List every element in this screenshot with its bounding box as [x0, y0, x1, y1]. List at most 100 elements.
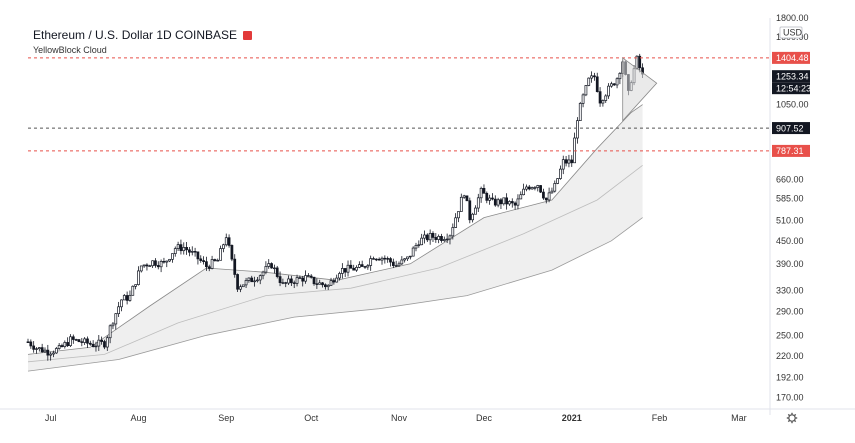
- candle: [258, 274, 262, 285]
- candle: [590, 71, 593, 83]
- candle: [366, 264, 370, 270]
- candle: [292, 280, 296, 289]
- candle: [179, 239, 183, 255]
- candle: [159, 259, 163, 273]
- level-label-0: 1404.48: [772, 51, 810, 64]
- candle: [168, 258, 171, 263]
- candle: [417, 240, 421, 248]
- candle: [32, 341, 36, 353]
- candle: [210, 255, 214, 270]
- price-tick-label: 450.00: [776, 236, 804, 246]
- candle: [598, 87, 602, 107]
- candle: [193, 247, 197, 257]
- currency-box[interactable]: USD: [779, 26, 803, 39]
- horizontal-lines: [28, 57, 772, 152]
- time-axis[interactable]: Jul Aug Sep Oct Nov Dec 2021 Feb Mar: [0, 408, 855, 424]
- candle: [329, 277, 333, 286]
- candle: [108, 324, 112, 344]
- candle: [542, 188, 545, 200]
- gear-icon[interactable]: [786, 412, 798, 424]
- candle: [125, 291, 129, 305]
- time-tick-label: Aug: [130, 413, 146, 423]
- candle: [224, 233, 228, 247]
- candle: [638, 53, 642, 73]
- level-label-1: 907.52: [772, 122, 810, 135]
- candle: [139, 265, 143, 273]
- candle: [448, 234, 452, 245]
- current-price-label: 1253.34: [772, 70, 810, 83]
- candle: [66, 337, 70, 347]
- price-tick-label: 510.00: [776, 216, 804, 226]
- candle: [275, 265, 279, 279]
- candle: [287, 275, 290, 285]
- candle: [312, 276, 316, 286]
- candle: [604, 94, 608, 103]
- candle: [270, 262, 273, 269]
- candle: [338, 271, 341, 281]
- exchange-badge-icon: [243, 31, 253, 40]
- candle: [162, 257, 166, 264]
- price-tick-label: 585.00: [776, 194, 804, 204]
- candle: [307, 273, 310, 277]
- candle: [120, 299, 123, 312]
- candle: [281, 278, 285, 285]
- price-tick-label: 1050.00: [776, 100, 809, 110]
- candle: [343, 268, 347, 277]
- candle: [505, 193, 508, 210]
- price-tick-label: 220.00: [776, 351, 804, 361]
- candle: [437, 234, 441, 244]
- candle: [550, 187, 554, 194]
- candle: [595, 72, 599, 93]
- indicator-name[interactable]: YellowBlock Cloud: [33, 45, 107, 55]
- candle: [256, 276, 259, 283]
- candle: [406, 256, 409, 261]
- candle: [205, 256, 208, 271]
- candle: [190, 246, 194, 256]
- candle: [199, 255, 203, 263]
- candle: [298, 275, 302, 279]
- candle: [264, 261, 268, 275]
- candle: [397, 261, 401, 268]
- candle: [304, 270, 307, 284]
- candle: [137, 266, 140, 286]
- candle: [587, 77, 591, 87]
- level-label-text: 907.52: [776, 123, 804, 133]
- cloud-band: [28, 104, 643, 372]
- price-axis[interactable]: 1404.48907.52787.311800.001600.001050.00…: [769, 13, 811, 415]
- candle: [423, 230, 426, 244]
- candle: [273, 264, 276, 274]
- candle: [561, 155, 565, 175]
- candle: [434, 233, 438, 243]
- candle: [111, 321, 115, 330]
- candle: [369, 255, 373, 271]
- candle: [442, 236, 446, 242]
- candle: [318, 279, 322, 285]
- candle: [578, 101, 582, 121]
- price-tick-label: 330.00: [776, 286, 804, 296]
- candle: [576, 117, 579, 144]
- candle: [290, 275, 293, 286]
- yellowblock-cloud: [27, 104, 643, 372]
- price-tick-label: 1800.00: [776, 13, 809, 23]
- candle: [49, 351, 53, 361]
- candle: [134, 284, 137, 290]
- symmetrical-triangle[interactable]: [622, 57, 658, 122]
- level-label-2: 787.31: [772, 144, 810, 157]
- candle: [222, 243, 225, 253]
- candle: [530, 186, 534, 190]
- candle: [154, 258, 157, 268]
- candle: [171, 253, 174, 263]
- candle: [601, 99, 605, 107]
- candle: [77, 339, 81, 343]
- candle: [352, 264, 356, 271]
- candle: [408, 255, 412, 260]
- candle: [332, 277, 336, 285]
- candle: [91, 340, 95, 348]
- symbol-title[interactable]: Ethereum / U.S. Dollar 1D COINBASE: [33, 28, 253, 42]
- candle: [97, 335, 101, 351]
- candle: [267, 259, 271, 269]
- candle: [556, 178, 559, 185]
- candle: [94, 341, 98, 352]
- candle: [391, 258, 395, 269]
